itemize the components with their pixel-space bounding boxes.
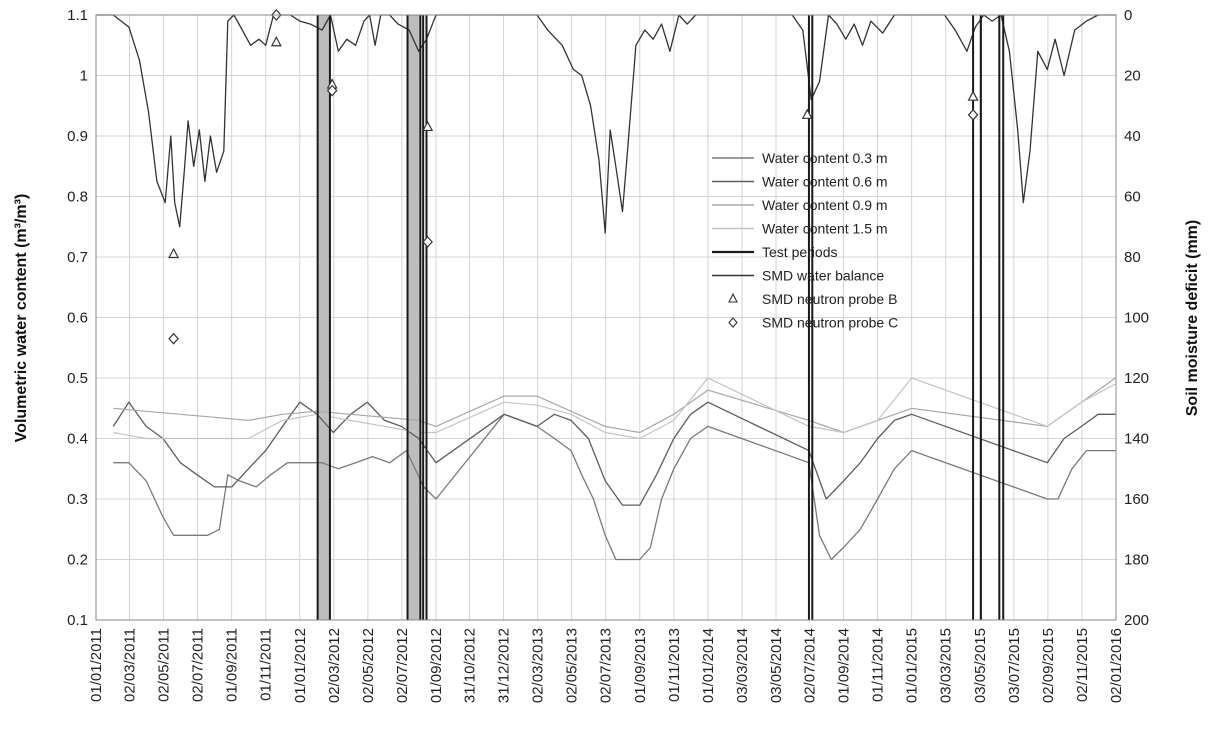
test-period-band bbox=[317, 15, 330, 620]
y2-tick-label: 120 bbox=[1124, 370, 1149, 387]
x-tick-label: 02/09/2015 bbox=[1040, 628, 1057, 703]
probe-b-point bbox=[801, 108, 813, 119]
y2-tick-label: 100 bbox=[1124, 310, 1149, 327]
y-tick-label: 0.4 bbox=[67, 431, 88, 448]
y-tick-label: 0.6 bbox=[67, 310, 88, 327]
x-tick-label: 03/07/2015 bbox=[1006, 628, 1023, 703]
probe-c-point bbox=[422, 235, 433, 248]
legend-swatch-probe-b bbox=[728, 292, 738, 303]
x-tick-label: 02/07/2011 bbox=[190, 628, 207, 702]
x-tick-label: 03/05/2015 bbox=[972, 628, 989, 703]
x-tick-label: 02/11/2015 bbox=[1074, 628, 1091, 702]
legend-swatch-probe-c bbox=[728, 317, 738, 328]
series-line-wc06 bbox=[112, 401, 1116, 506]
y-tick-label: 1.1 bbox=[67, 7, 88, 24]
y2-tick-label: 80 bbox=[1124, 249, 1141, 266]
y-tick-label: 0.8 bbox=[67, 189, 88, 206]
y2-tick-label: 160 bbox=[1124, 491, 1149, 508]
x-tick-label: 01/11/2014 bbox=[870, 628, 887, 702]
probe-c-point bbox=[967, 108, 979, 121]
x-tick-label: 02/05/2011 bbox=[156, 628, 173, 702]
probe-b-point bbox=[168, 247, 180, 259]
x-tick-label: 01/11/2013 bbox=[666, 628, 683, 702]
series-lines bbox=[96, 14, 1116, 561]
y-tick-label: 0.7 bbox=[67, 249, 88, 266]
x-tick-label: 01/01/2011 bbox=[88, 628, 105, 702]
series-line-wc03 bbox=[113, 413, 1116, 561]
x-tick-label: 02/07/2014 bbox=[801, 628, 818, 703]
legend-label: SMD neutron probe B bbox=[762, 291, 897, 307]
probe-c-point bbox=[168, 332, 179, 345]
x-tick-label: 01/09/2011 bbox=[224, 628, 241, 702]
legend-label: SMD neutron probe C bbox=[762, 315, 898, 331]
legend-label: Water content 1.5 m bbox=[762, 221, 888, 237]
probe-b-point bbox=[270, 35, 282, 47]
x-tick-label: 02/03/2013 bbox=[530, 628, 547, 703]
y-axis-ticks: 0.1 0.2 0.3 0.4 0.5 0.6 0.7 0.8 0.9 1 1.1 bbox=[67, 7, 88, 629]
y2-tick-label: 0 bbox=[1124, 7, 1132, 24]
x-tick-label: 01/01/2012 bbox=[292, 628, 309, 703]
series-line-wc15 bbox=[113, 377, 1116, 440]
test-period-band bbox=[407, 15, 421, 620]
y2-axis-ticks: 0 20 40 60 80 100 120 140 160 180 200 bbox=[1124, 7, 1149, 629]
x-tick-label: 01/09/2012 bbox=[428, 628, 445, 703]
y-axis-title: Volumetric water content (m³/m³) bbox=[13, 194, 30, 443]
x-tick-label: 31/10/2012 bbox=[461, 628, 478, 703]
y2-tick-label: 180 bbox=[1124, 552, 1149, 569]
x-tick-label: 03/03/2015 bbox=[938, 628, 955, 703]
y-tick-label: 0.1 bbox=[67, 612, 88, 629]
legend-label: Water content 0.3 m bbox=[762, 150, 888, 166]
x-tick-label: 01/09/2013 bbox=[632, 628, 649, 703]
x-tick-label: 01/09/2014 bbox=[836, 628, 853, 703]
x-tick-label: 02/05/2013 bbox=[564, 628, 581, 703]
legend-label: SMD water balance bbox=[762, 268, 884, 284]
x-tick-label: 02/03/2011 bbox=[121, 628, 138, 702]
x-tick-label: 02/07/2013 bbox=[598, 628, 615, 703]
y-tick-label: 1 bbox=[80, 68, 88, 85]
x-tick-label: 31/12/2012 bbox=[496, 628, 513, 703]
test-period-shading bbox=[317, 15, 421, 620]
probe-b-point bbox=[967, 90, 979, 101]
y2-axis-title: Soil moisture deficit (mm) bbox=[1184, 220, 1201, 416]
y-tick-label: 0.3 bbox=[67, 491, 88, 508]
x-tick-label: 01/01/2015 bbox=[904, 628, 921, 703]
probe-c-point bbox=[326, 84, 338, 97]
x-tick-label: 03/03/2014 bbox=[734, 628, 751, 703]
x-tick-label: 02/07/2012 bbox=[394, 628, 411, 703]
legend-label: Water content 0.6 m bbox=[762, 174, 888, 190]
x-tick-label: 02/03/2012 bbox=[326, 628, 343, 703]
y2-tick-label: 140 bbox=[1124, 431, 1149, 448]
x-tick-label: 01/11/2011 bbox=[258, 628, 275, 701]
x-axis-ticks: 01/01/2011 02/03/2011 02/05/2011 02/07/2011… bbox=[88, 628, 1125, 703]
neutron-probe-points bbox=[168, 9, 979, 345]
x-tick-label: 03/05/2014 bbox=[768, 628, 785, 703]
legend: Water content 0.3 m Water content 0.6 m Wa… bbox=[712, 150, 898, 331]
y-tick-label: 0.2 bbox=[67, 552, 88, 569]
y-tick-label: 0.9 bbox=[67, 128, 88, 145]
y2-tick-label: 200 bbox=[1124, 612, 1149, 629]
x-tick-label: 02/05/2012 bbox=[360, 628, 377, 703]
probe-b-point bbox=[422, 120, 434, 132]
legend-label: Test periods bbox=[762, 244, 837, 260]
y2-tick-label: 20 bbox=[1124, 68, 1141, 85]
series-line-smd bbox=[96, 14, 1116, 234]
plot-border bbox=[95, 14, 1117, 621]
x-tick-label: 02/01/2016 bbox=[1108, 628, 1125, 703]
y2-tick-label: 60 bbox=[1124, 189, 1141, 206]
legend-label: Water content 0.9 m bbox=[762, 197, 888, 213]
x-tick-label: 01/01/2014 bbox=[700, 628, 717, 703]
y2-tick-label: 40 bbox=[1124, 128, 1141, 145]
y-tick-label: 0.5 bbox=[67, 370, 88, 387]
